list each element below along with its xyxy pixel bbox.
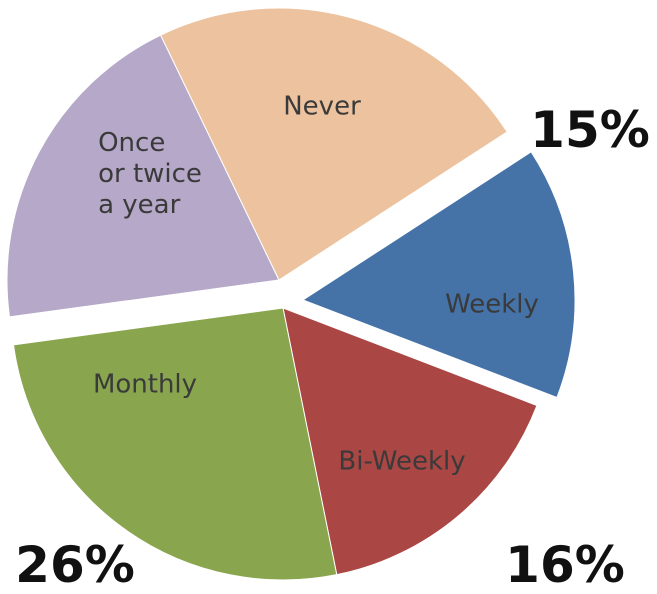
value-label: 15%: [530, 101, 650, 159]
value-label: 26%: [15, 536, 135, 594]
slice-label: Weekly: [445, 289, 539, 320]
slice-label: Bi-Weekly: [338, 446, 466, 477]
slice-label: Never: [283, 91, 361, 122]
pie-slice: [6, 34, 280, 318]
pie-slice: [159, 7, 508, 281]
value-label: 16%: [505, 536, 625, 594]
slice-label: Once or twice a year: [98, 128, 202, 221]
pie-slice: [282, 307, 538, 576]
slice-label: Monthly: [92, 369, 198, 400]
pie-slice: [12, 307, 338, 581]
pie-slice: [301, 151, 576, 399]
